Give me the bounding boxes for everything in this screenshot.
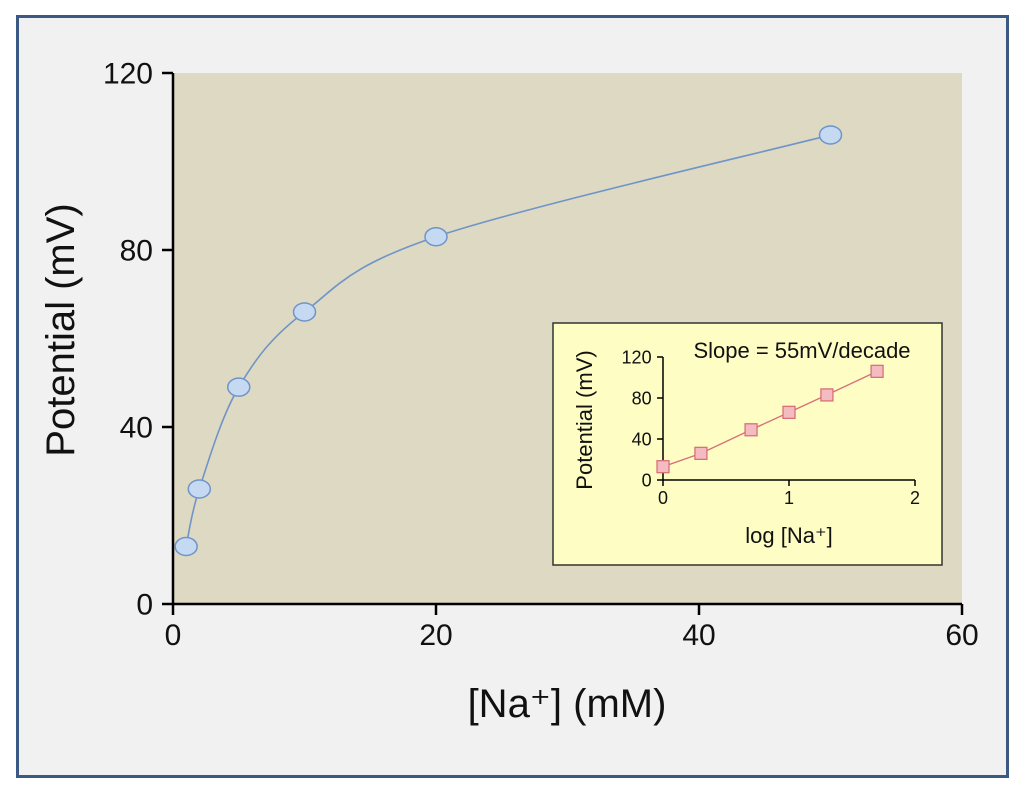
inset-data-point xyxy=(782,405,796,420)
inset-x-axis-label: log [Na⁺] xyxy=(745,523,832,548)
inset-slope-annotation: Slope = 55mV/decade xyxy=(693,338,910,363)
main-x-tick-label: 20 xyxy=(419,619,452,652)
inset-points xyxy=(656,364,884,474)
main-y-tick-label: 120 xyxy=(103,58,153,91)
main-x-tick-label: 0 xyxy=(165,619,182,652)
inset-y-tick-label: 0 xyxy=(642,470,652,490)
main-data-point xyxy=(424,226,448,247)
inset-data-point xyxy=(820,388,834,402)
inset-x-tick-label: 2 xyxy=(910,488,920,508)
inset-y-tick-label: 120 xyxy=(622,347,652,367)
main-data-point xyxy=(187,479,212,499)
main-data-point xyxy=(292,302,317,322)
main-data-point xyxy=(227,377,251,397)
inset-y-tick-label: 80 xyxy=(632,388,652,408)
main-y-tick-label: 40 xyxy=(120,412,153,445)
main-x-tick-label: 60 xyxy=(945,619,978,652)
main-y-tick-label: 80 xyxy=(120,235,153,268)
inset-x-tick-label: 1 xyxy=(784,488,794,508)
inset-data-point xyxy=(870,364,884,379)
inset-panel xyxy=(552,322,943,566)
inset-x-tick-label: 0 xyxy=(658,488,668,508)
inset-data-point xyxy=(744,423,758,437)
main-x-axis-label: [Na⁺] (mM) xyxy=(468,682,667,726)
main-data-point xyxy=(818,125,843,145)
inset-y-axis-label: Potential (mV) xyxy=(572,350,597,489)
inset-data-point xyxy=(694,446,708,461)
main-y-axis-label: Potential (mV) xyxy=(39,203,83,456)
main-data-point xyxy=(174,536,198,557)
main-x-tick-label: 40 xyxy=(682,619,715,652)
inset-data-point xyxy=(656,460,670,474)
main-points xyxy=(174,125,843,557)
inset-y-tick-label: 40 xyxy=(632,429,652,449)
main-y-tick-label: 0 xyxy=(136,589,153,622)
